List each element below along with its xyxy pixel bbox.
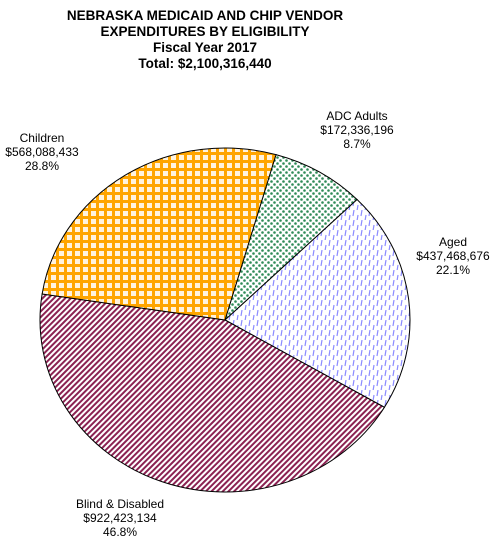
label-aged: Aged $437,468,676 22.1% bbox=[416, 235, 490, 277]
chart-title: NEBRASKA MEDICAID AND CHIP VENDOR EXPEND… bbox=[0, 8, 410, 72]
title-line-2: EXPENDITURES BY ELIGIBILITY bbox=[100, 24, 310, 39]
label-adc-adults: ADC Adults $172,336,196 8.7% bbox=[320, 109, 394, 151]
slice-adc-adults bbox=[223, 154, 358, 322]
label-blind-disabled: Blind & Disabled $922,423,134 46.8% bbox=[76, 497, 164, 539]
label-children: Children $568,088,433 28.8% bbox=[5, 131, 79, 173]
slice-children bbox=[41, 147, 277, 321]
title-line-3: Fiscal Year 2017 bbox=[152, 40, 258, 55]
slice-aged bbox=[224, 198, 411, 408]
title-line-1: NEBRASKA MEDICAID AND CHIP VENDOR bbox=[66, 8, 344, 23]
title-line-4: Total: $2,100,316,440 bbox=[138, 56, 272, 71]
slice-blind-disabled bbox=[39, 293, 386, 493]
